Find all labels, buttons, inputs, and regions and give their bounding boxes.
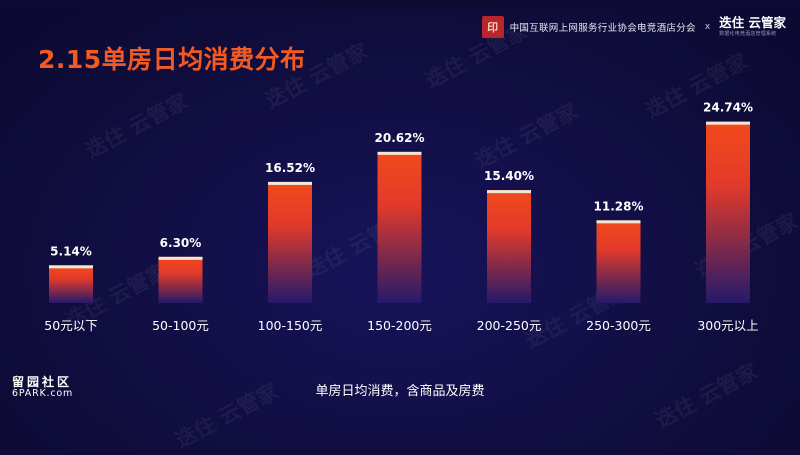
category-label-4: 200-250元	[477, 318, 542, 333]
brand-logo: 迭住 云管家 数据化电竞酒店管理系统	[719, 17, 786, 37]
bar-5	[596, 220, 641, 303]
cross-separator: x	[704, 22, 711, 32]
association-seal-icon: 印	[481, 16, 504, 38]
bar-2	[268, 181, 312, 303]
bar-6	[706, 121, 750, 304]
bar-cap-3	[377, 151, 422, 155]
bar-cap-4	[487, 190, 531, 194]
chart-caption: 单房日均消费，含商品及房费	[315, 384, 485, 399]
data-label-4: 15.40%	[484, 169, 534, 183]
category-label-1: 50-100元	[152, 318, 209, 333]
bars-group: 5.14% 50元以下 6.30% 50-100元 16.52% 100-150元 20.6…	[44, 101, 758, 333]
bar-4	[487, 190, 531, 303]
data-label-0: 5.14%	[50, 244, 92, 258]
category-label-6: 300元以上	[697, 318, 758, 333]
bar-cap-2	[268, 181, 312, 185]
page-title: 2.15单房日均消费分布	[38, 45, 306, 74]
data-label-2: 16.52%	[265, 161, 315, 175]
category-label-0: 50元以下	[44, 318, 97, 333]
site-logo: 留园社区 6PARK.com	[12, 375, 74, 400]
bar-cap-0	[49, 265, 93, 269]
brand-subtitle: 数据化电竞酒店管理系统	[719, 30, 777, 37]
bar-cap-6	[706, 121, 750, 125]
brand-name: 迭住 云管家	[719, 15, 786, 31]
data-label-3: 20.62%	[375, 131, 425, 145]
category-label-2: 100-150元	[258, 318, 323, 333]
data-label-6: 24.74%	[703, 101, 753, 115]
top-stripe	[0, 0, 800, 8]
data-label-5: 11.28%	[594, 199, 644, 213]
category-label-5: 250-300元	[586, 318, 651, 333]
bar-0	[49, 265, 93, 303]
bar-3	[377, 151, 422, 303]
header-logos: 印 中国互联网上网服务行业协会电竞酒店分会 x 迭住 云管家 数据化电竞酒店管理…	[481, 14, 786, 40]
data-label-1: 6.30%	[160, 236, 202, 250]
bar-1	[158, 256, 203, 303]
site-logo-name: 留园社区	[12, 375, 73, 389]
site-logo-domain: 6PARK.com	[12, 388, 74, 400]
category-label-3: 150-200元	[367, 318, 432, 333]
association-name: 中国互联网上网服务行业协会电竞酒店分会	[509, 23, 696, 34]
bar-cap-1	[158, 256, 203, 260]
bar-cap-5	[596, 220, 641, 224]
